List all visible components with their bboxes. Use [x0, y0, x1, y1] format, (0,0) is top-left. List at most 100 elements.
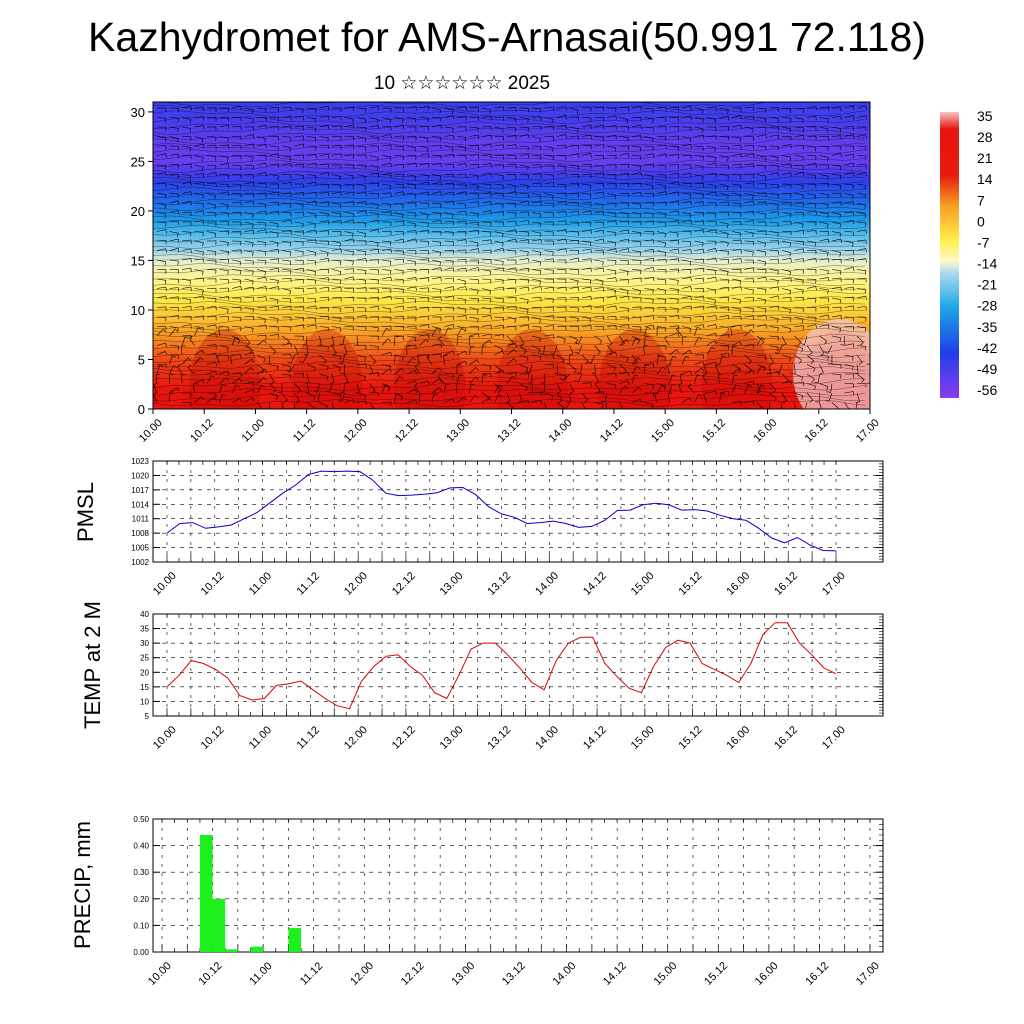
wind-barb	[426, 356, 433, 365]
wind-barb	[156, 221, 167, 223]
wind-barb	[469, 240, 479, 244]
wind-barb-flag	[261, 385, 266, 388]
wind-barb-flag	[678, 258, 680, 263]
wind-barb	[719, 326, 729, 328]
cross-section-background	[153, 102, 870, 409]
wind-barb	[569, 257, 579, 261]
wind-barb-flag	[465, 106, 467, 111]
wind-barb	[619, 295, 629, 299]
wind-barb	[331, 297, 342, 299]
wind-barb-flag	[227, 347, 229, 352]
y-tick-label: 5	[138, 352, 145, 367]
wind-barb-flag	[390, 352, 392, 357]
x-tick-label: 10.00	[146, 960, 174, 988]
wind-barb-flag	[790, 213, 792, 218]
isotherm-line	[153, 246, 866, 255]
wind-barb	[781, 250, 791, 253]
wind-barb	[369, 402, 375, 409]
wind-barb-flag	[528, 239, 530, 244]
wind-barb	[681, 397, 691, 403]
wind-barb-flag	[603, 268, 605, 273]
wind-barb-flag	[640, 270, 642, 275]
wind-barb-flag	[487, 397, 490, 402]
wind-barb-flag	[615, 232, 617, 237]
wind-barb	[244, 397, 253, 403]
wind-barb-flag	[338, 362, 343, 365]
wind-barb	[606, 345, 614, 353]
wind-barb	[156, 329, 164, 337]
wind-barb-flag	[811, 378, 815, 383]
wind-barb	[719, 259, 729, 261]
wind-barb	[806, 354, 814, 362]
wind-barb	[819, 345, 825, 354]
wind-barb-flag	[640, 241, 642, 246]
wind-barb	[156, 182, 167, 185]
wind-barb-flag	[452, 398, 455, 403]
wind-barb	[481, 239, 491, 242]
wind-barb	[744, 329, 752, 337]
wind-barb	[569, 240, 579, 242]
wind-barb	[781, 240, 791, 244]
wind-barb-flag	[265, 251, 267, 256]
wind-barb	[356, 117, 366, 120]
wind-barb-flag	[201, 396, 205, 401]
wind-barb	[531, 297, 542, 299]
wind-barb-flag	[526, 299, 529, 304]
wind-barb	[344, 174, 354, 177]
wind-barb	[294, 143, 304, 147]
wind-barb	[494, 126, 504, 130]
wind-barb	[819, 145, 829, 148]
wind-barb	[556, 402, 565, 409]
wind-barb-flag	[202, 271, 204, 276]
wind-barb	[719, 315, 729, 318]
wind-barb	[219, 345, 229, 348]
wind-barb-flag	[202, 290, 204, 295]
y-tick-label: 40	[140, 610, 149, 619]
wind-barb-flag	[470, 383, 475, 385]
wind-barb-flag	[265, 172, 267, 177]
wind-barb	[869, 250, 870, 251]
wind-barb-flag	[477, 175, 479, 180]
wind-barb	[269, 126, 279, 128]
x-tick-label: 13.12	[485, 724, 513, 752]
wind-barb-flag	[265, 277, 267, 282]
wind-barb-flag	[846, 410, 849, 412]
wind-barb-flag	[839, 233, 842, 238]
wind-barb	[681, 115, 691, 118]
x-tick-label: 13.12	[495, 417, 523, 445]
wind-barb	[506, 220, 516, 223]
wind-barb	[769, 364, 771, 374]
wind-barb-flag	[640, 172, 642, 177]
wind-barb	[206, 250, 216, 252]
wind-barb	[494, 350, 503, 356]
wind-barb	[719, 183, 729, 187]
wind-barb	[469, 316, 479, 319]
wind-barb-flag	[327, 346, 329, 351]
wind-barb	[531, 107, 542, 110]
wind-barb-flag	[827, 118, 829, 123]
wind-barb	[669, 191, 679, 194]
wind-barb	[544, 126, 554, 128]
wind-barb	[256, 182, 266, 185]
wind-barb-flag	[722, 355, 726, 358]
wind-barb	[544, 250, 554, 253]
wind-barb-flag	[252, 270, 254, 275]
wind-barb	[456, 202, 466, 205]
wind-barb	[369, 229, 379, 232]
wind-barb	[219, 230, 229, 232]
wind-barb	[331, 212, 341, 215]
wind-barb	[519, 335, 525, 344]
wind-barb	[669, 201, 679, 204]
wind-barb	[644, 249, 654, 251]
wind-barb	[669, 107, 679, 109]
wind-barb-flag	[689, 261, 692, 266]
wind-barb-flag	[565, 229, 567, 234]
wind-barb-flag	[503, 286, 505, 291]
wind-barb-flag	[390, 134, 392, 139]
wind-barb-flag	[265, 286, 267, 291]
wind-barb	[231, 278, 241, 281]
wind-barb-flag	[703, 201, 705, 206]
wind-barb	[469, 346, 471, 356]
wind-barb	[206, 182, 216, 185]
wind-barb	[256, 385, 262, 394]
